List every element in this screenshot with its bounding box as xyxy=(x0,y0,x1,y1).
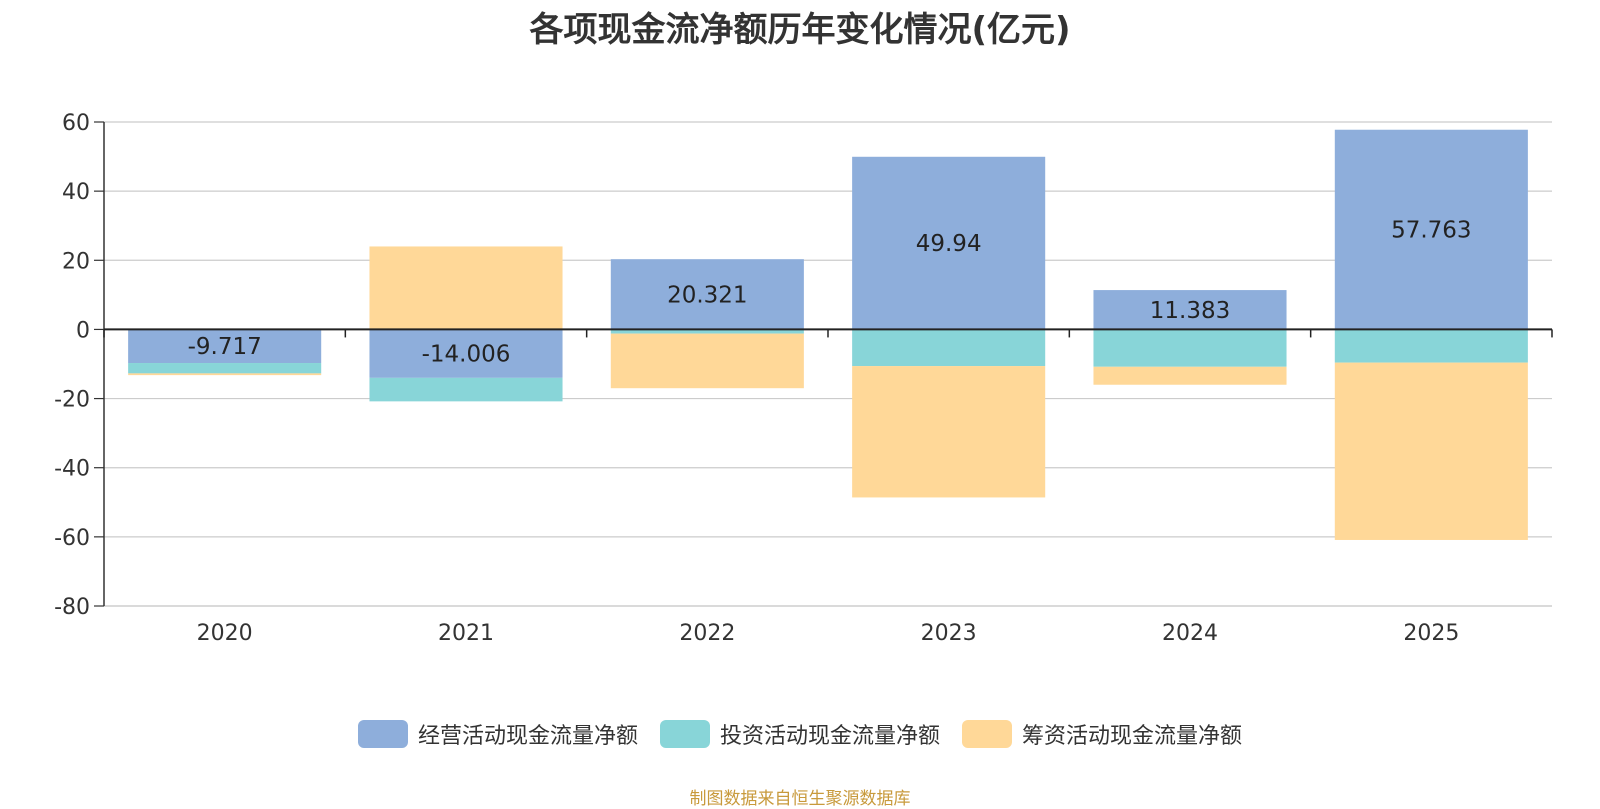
bar-2020-series-0 xyxy=(128,329,322,364)
bar-2025-series-2 xyxy=(1334,362,1528,540)
data-label-2025: 57.763 xyxy=(1391,218,1471,244)
bar-2021-series-1 xyxy=(369,377,563,402)
x-tick-label: 2024 xyxy=(1162,621,1218,646)
bar-2025-series-1 xyxy=(1334,329,1528,363)
bar-2024-series-2 xyxy=(1093,366,1287,385)
y-tick-label: -60 xyxy=(54,526,90,551)
y-tick-label: -80 xyxy=(54,595,90,620)
bar-2022-series-0 xyxy=(610,259,804,330)
x-tick-label: 2022 xyxy=(679,621,735,646)
legend-item-financing[interactable]: 筹资活动现金流量净额 xyxy=(962,718,1242,750)
bar-2020-series-1 xyxy=(128,363,322,374)
bars xyxy=(128,129,1528,540)
legend-swatch-operating xyxy=(357,720,408,748)
y-tick-label: 0 xyxy=(76,318,90,343)
bar-2022-series-2 xyxy=(610,333,804,389)
bar-2021-series-0 xyxy=(369,329,563,378)
x-tick-label: 2025 xyxy=(1403,621,1459,646)
bar-2024-series-0 xyxy=(1093,290,1287,330)
x-tick-label: 2023 xyxy=(921,621,977,646)
legend-label-operating: 经营活动现金流量净额 xyxy=(417,724,638,749)
axes: 60 40 20 0 -20 -40 -60 -80 2020 2021 2022 2023 2024 2… xyxy=(54,111,1553,646)
bar-2023-series-2 xyxy=(852,366,1046,498)
grid-lines xyxy=(104,121,1552,607)
bar-2020-series-2 xyxy=(128,373,322,376)
legend-label-financing: 筹资活动现金流量净额 xyxy=(1022,724,1243,749)
x-tick-label: 2021 xyxy=(438,621,494,646)
bar-2025-series-0 xyxy=(1334,129,1528,330)
legend-label-investing: 投资活动现金流量净额 xyxy=(719,724,940,749)
chart-title: 各项现金流净额历年变化情况(亿元) xyxy=(529,10,1071,50)
y-tick-label: 60 xyxy=(62,111,90,136)
data-label-2024: 11.383 xyxy=(1150,298,1230,324)
data-labels: -9.717 -14.006 20.321 49.94 11.383 57.763 xyxy=(188,218,1472,368)
y-tick-label: -20 xyxy=(54,388,90,413)
legend-swatch-financing xyxy=(962,720,1012,748)
data-label-2020: -9.717 xyxy=(188,334,262,360)
legend: 经营活动现金流量净额 投资活动现金流量净额 筹资活动现金流量净额 xyxy=(0,718,1600,750)
bar-2023-series-0 xyxy=(852,156,1046,330)
bar-chart: 60 40 20 0 -20 -40 -60 -80 2020 2021 2022 2023 2024 2… xyxy=(54,111,1553,646)
legend-item-operating[interactable]: 经营活动现金流量净额 xyxy=(357,718,638,750)
source-note: 制图数据来自恒生聚源数据库 xyxy=(689,789,911,809)
y-tick-label: 40 xyxy=(62,180,90,205)
bar-2021-series-2 xyxy=(369,246,563,330)
y-tick-label: 20 xyxy=(62,249,90,274)
x-tick-label: 2020 xyxy=(197,621,253,646)
data-label-2022: 20.321 xyxy=(667,282,747,308)
bar-2022-series-1 xyxy=(610,329,804,334)
data-label-2021: -14.006 xyxy=(422,342,511,368)
bar-2023-series-1 xyxy=(852,329,1046,367)
bar-2024-series-1 xyxy=(1093,329,1287,367)
y-tick-label: -40 xyxy=(54,457,90,482)
legend-swatch-investing xyxy=(659,720,710,748)
data-label-2023: 49.94 xyxy=(916,231,982,257)
legend-item-investing[interactable]: 投资活动现金流量净额 xyxy=(659,718,940,750)
